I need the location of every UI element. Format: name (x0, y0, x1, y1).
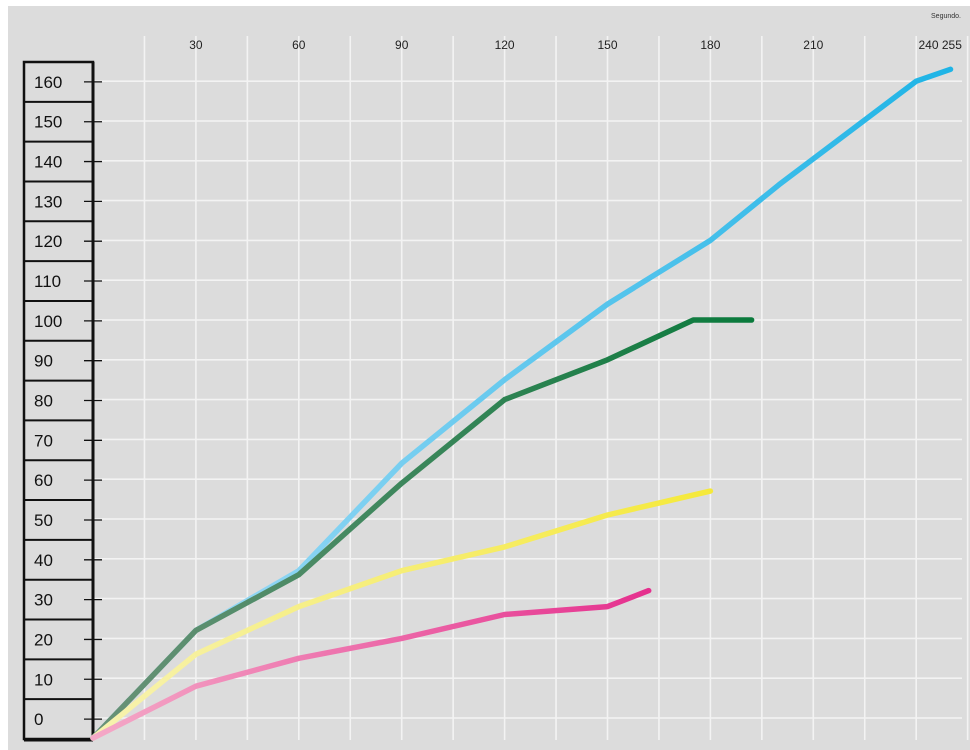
series-line-3 (90, 488, 714, 741)
x-tick-label: 240 255 (919, 38, 963, 52)
y-tick-label: 80 (34, 392, 53, 411)
y-tick-label: 20 (34, 630, 53, 649)
x-tick-label: 210 (803, 38, 823, 52)
y-tick-label: 130 (34, 192, 62, 211)
x-tick-label: 30 (189, 38, 203, 52)
y-axis: 0 10 20 30 40 50 60 70 80 90 100 110 120 130 140 150 160 (22, 60, 102, 742)
x-tick-label: 60 (292, 38, 306, 52)
x-tick-label: 150 (597, 38, 617, 52)
x-tick-label: 90 (395, 38, 409, 52)
y-tick-label: 40 (34, 551, 53, 570)
y-tick-label: 90 (34, 352, 53, 371)
y-tick-label: 120 (34, 232, 62, 251)
y-tick-label: 140 (34, 153, 62, 172)
plot-background (8, 6, 970, 750)
y-tick-label: 30 (34, 591, 53, 610)
series-layer (90, 66, 954, 741)
y-tick-label: 10 (34, 670, 53, 689)
x-tick-label: 120 (495, 38, 515, 52)
y-tick-label: 50 (34, 511, 53, 530)
y-tick-label: 150 (34, 113, 62, 132)
x-tick-label: 180 (700, 38, 720, 52)
grid (93, 36, 969, 740)
y-tick-label: 100 (34, 312, 62, 331)
y-tick-label: 160 (34, 73, 62, 92)
y-tick-label: 0 (34, 710, 43, 729)
y-tick-label: 110 (34, 272, 61, 291)
y-tick-label: 60 (34, 471, 53, 490)
x-unit-label: Segundo. (931, 13, 961, 20)
series-line-4 (90, 587, 652, 741)
x-axis: 30 60 90 120 150 180 210 240 255 (189, 38, 962, 52)
y-tick-label: 70 (34, 431, 53, 450)
series-line-2 (90, 317, 755, 741)
